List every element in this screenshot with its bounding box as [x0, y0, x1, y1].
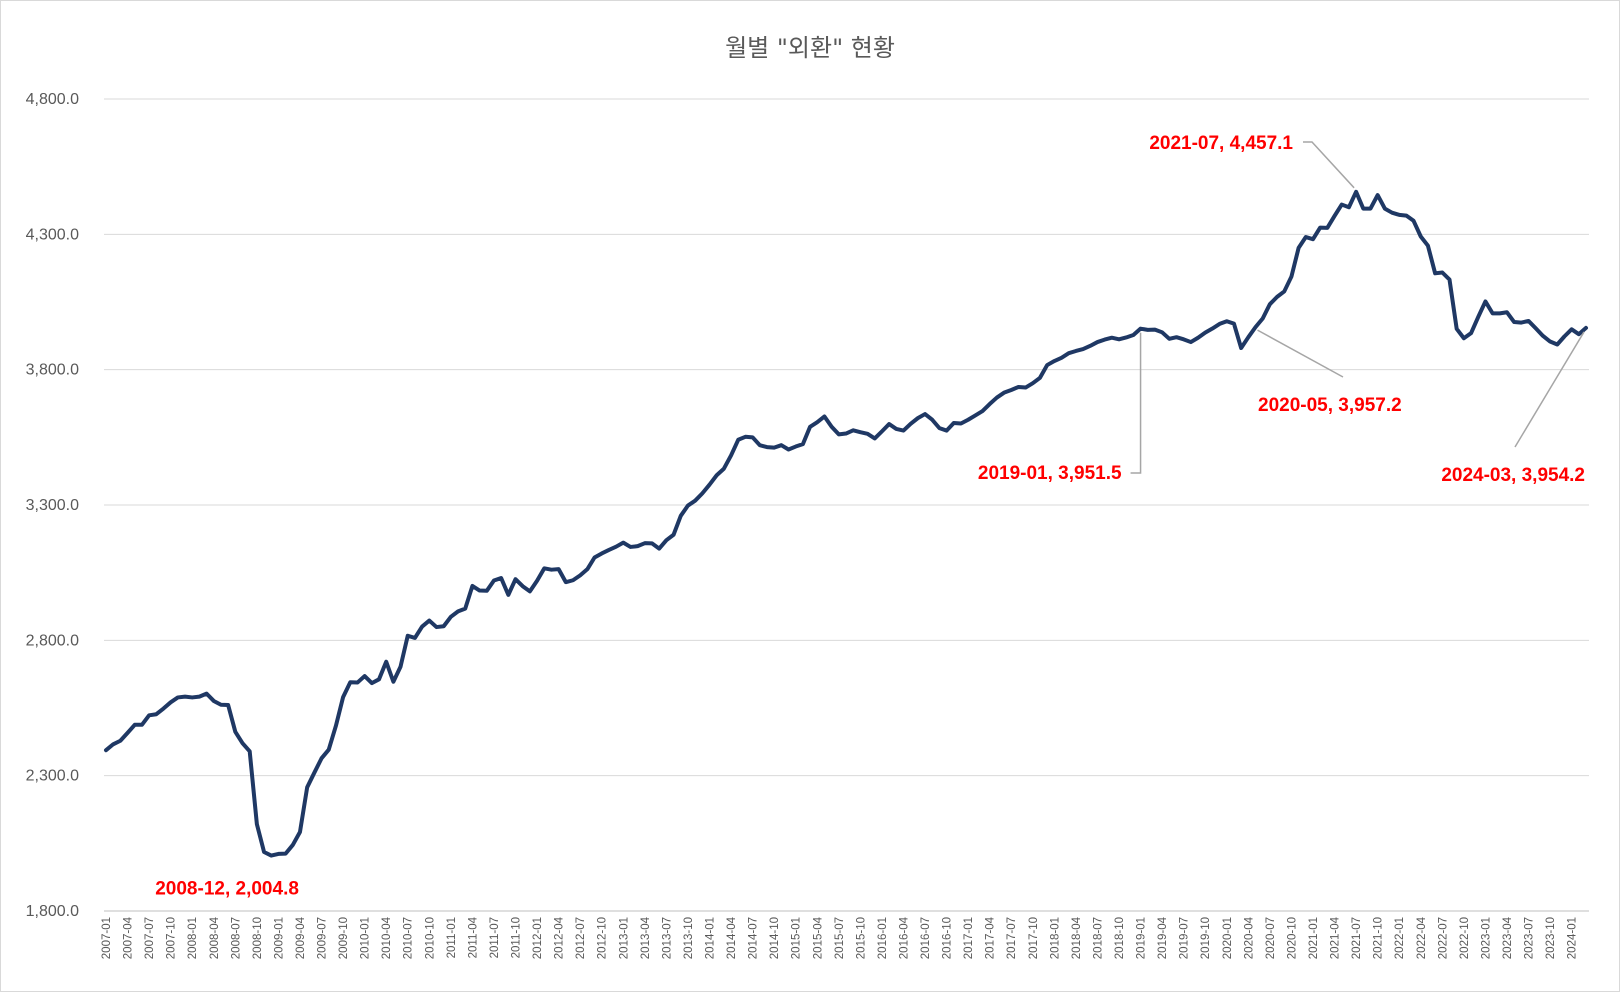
x-tick-label: 2022-10 [1459, 917, 1471, 959]
x-tick-label: 2007-01 [101, 917, 113, 959]
x-tick-label: 2013-10 [683, 917, 695, 959]
x-tick-label: 2021-04 [1330, 916, 1342, 959]
x-tick-label: 2018-07 [1092, 917, 1104, 959]
x-tick-label: 2021-07 [1351, 917, 1363, 959]
x-tick-label: 2012-01 [532, 917, 544, 959]
x-tick-label: 2013-04 [640, 916, 652, 959]
x-tick-label: 2010-04 [381, 916, 393, 959]
x-tick-label: 2007-10 [166, 917, 178, 959]
y-tick-label: 3,300.0 [26, 497, 79, 514]
x-tick-label: 2016-10 [942, 917, 954, 959]
x-axis-ticks: 2007-01 2007-04 2007-07 2007-10 2008-01 2008-… [101, 916, 1579, 959]
x-tick-label: 2012-04 [554, 916, 566, 959]
series-layer [104, 189, 1588, 858]
x-tick-label: 2018-01 [1049, 917, 1061, 959]
x-tick-label: 2020-07 [1265, 917, 1277, 959]
x-tick-label: 2009-01 [273, 917, 285, 959]
x-tick-label: 2015-01 [791, 917, 803, 959]
x-tick-label: 2011-04 [467, 916, 479, 958]
x-tick-label: 2022-01 [1394, 917, 1406, 959]
x-tick-label: 2022-04 [1416, 916, 1428, 959]
x-tick-label: 2011-01 [446, 917, 458, 958]
x-tick-label: 2020-01 [1222, 917, 1234, 959]
x-tick-label: 2013-01 [618, 917, 630, 959]
annotation-leader [1257, 329, 1344, 378]
x-tick-label: 2015-10 [855, 917, 867, 959]
y-tick-label: 4,800.0 [26, 91, 79, 108]
x-tick-label: 2016-04 [898, 916, 910, 959]
x-tick-label: 2020-04 [1243, 916, 1255, 959]
annotation-label: 2019-01, 3,951.5 [978, 463, 1122, 484]
x-tick-label: 2019-04 [1157, 916, 1169, 959]
x-tick-label: 2021-10 [1373, 917, 1385, 959]
x-tick-label: 2009-04 [295, 916, 307, 959]
y-tick-label: 2,300.0 [26, 768, 79, 785]
chart-title: 월별 "외환" 현황 [725, 34, 895, 62]
x-tick-label: 2014-01 [704, 917, 716, 959]
x-tick-label: 2023-10 [1545, 917, 1557, 959]
x-tick-label: 2008-10 [252, 917, 264, 959]
y-tick-label: 2,800.0 [26, 632, 79, 649]
x-tick-label: 2010-10 [424, 917, 436, 959]
x-tick-label: 2017-07 [1006, 917, 1018, 959]
series-line [104, 189, 1588, 858]
x-tick-label: 2021-01 [1308, 917, 1320, 959]
x-tick-label: 2014-07 [748, 917, 760, 959]
annotation-leader [1514, 331, 1585, 448]
x-tick-label: 2023-04 [1502, 916, 1514, 959]
annotation-leader [1303, 141, 1355, 189]
x-tick-label: 2023-01 [1480, 917, 1492, 959]
x-tick-label: 2018-04 [1071, 916, 1083, 959]
gridlines [104, 98, 1589, 912]
x-tick-label: 2019-07 [1179, 917, 1191, 959]
x-tick-label: 2012-07 [575, 917, 587, 959]
x-tick-label: 2015-04 [812, 916, 824, 959]
y-axis-ticks: 1,800.0 2,300.0 2,800.0 3,300.0 3,800.0 4,300… [26, 91, 79, 920]
x-tick-label: 2018-10 [1114, 917, 1126, 959]
x-tick-label: 2019-10 [1200, 917, 1212, 959]
x-tick-label: 2017-04 [985, 916, 997, 959]
x-tick-label: 2016-07 [920, 917, 932, 959]
annotation-label: 2020-05, 3,957.2 [1258, 395, 1402, 416]
x-tick-label: 2020-10 [1286, 917, 1298, 959]
x-tick-label: 2010-07 [403, 917, 415, 959]
y-tick-label: 3,800.0 [26, 362, 79, 379]
x-tick-label: 2011-10 [511, 917, 523, 958]
annotation-leaders [1130, 141, 1585, 474]
annotation-leader [1130, 332, 1142, 474]
x-tick-label: 2019-01 [1136, 917, 1148, 959]
annotation-label: 2021-07, 4,457.1 [1149, 133, 1293, 154]
x-tick-label: 2007-04 [123, 916, 135, 959]
x-tick-label: 2008-04 [209, 916, 221, 959]
x-tick-label: 2014-10 [769, 917, 781, 959]
x-tick-label: 2009-10 [338, 917, 350, 959]
x-tick-label: 2024-01 [1567, 917, 1579, 959]
x-tick-label: 2014-04 [726, 916, 738, 959]
annotations: 2008-12, 2,004.8 2019-01, 3,951.5 2020-05,… [155, 133, 1585, 900]
x-tick-label: 2008-01 [187, 917, 199, 959]
x-tick-label: 2011-07 [489, 917, 501, 958]
y-tick-label: 4,300.0 [26, 226, 79, 243]
x-tick-label: 2023-07 [1524, 917, 1536, 959]
y-tick-label: 1,800.0 [26, 903, 79, 920]
x-tick-label: 2013-07 [661, 917, 673, 959]
x-tick-label: 2017-10 [1028, 917, 1040, 959]
x-tick-label: 2007-07 [144, 917, 156, 959]
annotation-label: 2024-03, 3,954.2 [1441, 465, 1585, 486]
x-tick-label: 2010-01 [360, 917, 372, 959]
x-tick-label: 2016-01 [877, 917, 889, 959]
x-tick-label: 2008-07 [230, 917, 242, 959]
x-tick-label: 2009-07 [317, 917, 329, 959]
x-tick-label: 2015-07 [834, 917, 846, 959]
x-tick-label: 2022-07 [1437, 917, 1449, 959]
x-tick-label: 2017-01 [963, 917, 975, 959]
x-tick-label: 2012-10 [597, 917, 609, 959]
annotation-label: 2008-12, 2,004.8 [155, 879, 299, 900]
